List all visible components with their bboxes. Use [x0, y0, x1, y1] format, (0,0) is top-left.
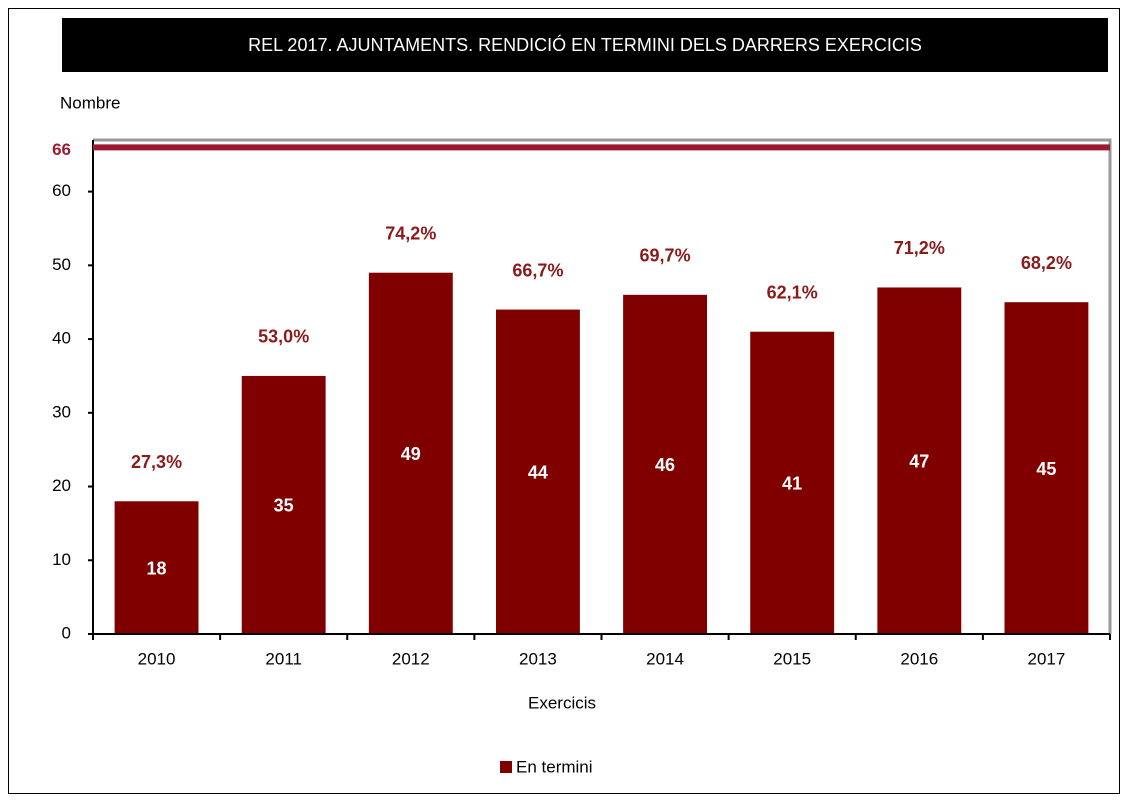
value-label: 35 — [274, 496, 294, 516]
percent-label: 62,1% — [767, 282, 818, 302]
percent-label: 74,2% — [385, 223, 436, 243]
bar — [241, 375, 326, 634]
bar — [877, 287, 962, 634]
bar — [1004, 302, 1089, 634]
y-tick-label: 30 — [52, 402, 71, 421]
bar — [750, 331, 835, 634]
x-tick-label: 2015 — [773, 649, 811, 668]
y-tick-label: 10 — [52, 550, 71, 569]
value-label: 18 — [147, 558, 167, 578]
reference-label: 66 — [52, 140, 71, 159]
y-tick-label: 40 — [52, 329, 71, 348]
title-bar — [62, 18, 1108, 72]
x-tick-label: 2010 — [138, 649, 176, 668]
percent-label: 53,0% — [258, 327, 309, 347]
percent-label: 69,7% — [640, 246, 691, 266]
value-label: 44 — [528, 463, 548, 483]
x-axis-title: Exercicis — [528, 693, 596, 712]
value-label: 49 — [401, 444, 421, 464]
percent-label: 68,2% — [1021, 253, 1072, 273]
value-label: 41 — [782, 474, 802, 494]
y-axis-title: Nombre — [60, 93, 120, 112]
value-label: 47 — [909, 451, 929, 471]
y-tick-label: 20 — [52, 476, 71, 495]
bar — [368, 272, 453, 634]
y-tick-label: 0 — [62, 623, 71, 642]
plot-border — [93, 138, 1112, 634]
y-tick-label: 60 — [52, 181, 71, 200]
legend-label: En termini — [516, 757, 593, 776]
x-tick-label: 2011 — [265, 649, 302, 668]
x-tick-label: 2012 — [392, 649, 430, 668]
percent-label: 71,2% — [894, 238, 945, 258]
x-tick-label: 2013 — [519, 649, 557, 668]
percent-label: 27,3% — [131, 452, 182, 472]
bar — [114, 501, 199, 634]
frame — [8, 8, 1120, 794]
x-tick-label: 2014 — [646, 649, 684, 668]
chart-title: REL 2017. AJUNTAMENTS. RENDICIÓ EN TERMI… — [248, 34, 922, 55]
y-tick-label: 50 — [52, 255, 71, 274]
value-label: 45 — [1036, 459, 1056, 479]
percent-label: 66,7% — [512, 260, 563, 280]
x-tick-label: 2017 — [1028, 649, 1066, 668]
x-tick-label: 2016 — [900, 649, 938, 668]
legend-swatch — [500, 761, 512, 773]
bar — [495, 309, 580, 634]
bar — [623, 294, 708, 634]
value-label: 46 — [655, 455, 675, 475]
